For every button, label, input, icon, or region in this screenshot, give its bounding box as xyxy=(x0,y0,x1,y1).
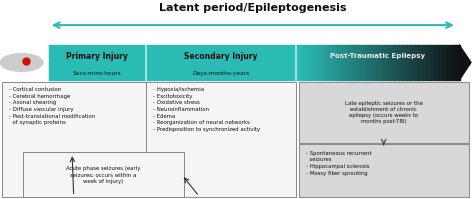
Bar xyxy=(398,45,403,80)
Text: Primary Injury: Primary Injury xyxy=(66,52,128,61)
Bar xyxy=(301,45,305,80)
Bar xyxy=(329,45,334,80)
FancyBboxPatch shape xyxy=(299,144,469,197)
Polygon shape xyxy=(459,45,471,80)
Bar xyxy=(386,45,391,80)
FancyBboxPatch shape xyxy=(23,152,184,197)
Bar xyxy=(325,45,329,80)
Bar xyxy=(427,45,431,80)
Bar xyxy=(439,45,443,80)
Bar xyxy=(382,45,386,80)
Bar xyxy=(422,45,427,80)
Text: - Hypoxia/ischemia
- Excitotoxicity
- Oxidative stress
- Neuroinflammation
- Ede: - Hypoxia/ischemia - Excitotoxicity - Ox… xyxy=(153,87,260,132)
Text: Acute phase seizures (early
seizures; occurs within a
week of injury): Acute phase seizures (early seizures; oc… xyxy=(66,166,141,183)
Bar xyxy=(349,45,354,80)
Bar xyxy=(414,45,419,80)
Text: - Cortical contusion
- Cerebral hemorrhage
- Axonal shearing
- Diffuse vascular : - Cortical contusion - Cerebral hemorrha… xyxy=(9,87,95,125)
Bar xyxy=(313,45,317,80)
Bar xyxy=(443,45,447,80)
Bar xyxy=(431,45,435,80)
Bar xyxy=(305,45,309,80)
Bar xyxy=(402,45,407,80)
Text: - Spontaneous recurrent
  seizures
- Hippocampal sclerosis
- Mossy fiber sprouti: - Spontaneous recurrent seizures - Hippo… xyxy=(306,151,372,176)
Bar xyxy=(455,45,460,80)
Bar xyxy=(370,45,374,80)
Text: Secondary Injury: Secondary Injury xyxy=(184,52,258,61)
Bar xyxy=(374,45,378,80)
Bar xyxy=(297,45,301,80)
Bar xyxy=(378,45,383,80)
Bar xyxy=(345,45,350,80)
Bar xyxy=(394,45,399,80)
Circle shape xyxy=(0,54,43,71)
Bar xyxy=(341,45,346,80)
Bar xyxy=(49,45,297,80)
Bar xyxy=(447,45,452,80)
Bar xyxy=(390,45,394,80)
Text: Late epileptic seizures or the
establishment of chronic
epilepsy (occurs weeks t: Late epileptic seizures or the establish… xyxy=(345,101,423,124)
FancyBboxPatch shape xyxy=(2,82,146,197)
Bar xyxy=(309,45,313,80)
Bar xyxy=(337,45,342,80)
Bar xyxy=(357,45,362,80)
Bar xyxy=(354,45,358,80)
Bar xyxy=(451,45,456,80)
Bar xyxy=(317,45,321,80)
Bar xyxy=(435,45,439,80)
Bar xyxy=(321,45,326,80)
Bar xyxy=(406,45,411,80)
FancyBboxPatch shape xyxy=(299,82,469,143)
Bar xyxy=(333,45,337,80)
FancyBboxPatch shape xyxy=(146,82,297,197)
Text: Days-months-years: Days-months-years xyxy=(192,71,250,76)
Bar xyxy=(419,45,423,80)
Bar xyxy=(365,45,370,80)
Bar xyxy=(362,45,366,80)
Text: Latent period/Epileptogenesis: Latent period/Epileptogenesis xyxy=(159,3,346,13)
Text: Post-Traumatic Epilepsy: Post-Traumatic Epilepsy xyxy=(330,53,425,59)
Bar xyxy=(410,45,415,80)
Text: Secs-mins-hours: Secs-mins-hours xyxy=(73,71,122,76)
